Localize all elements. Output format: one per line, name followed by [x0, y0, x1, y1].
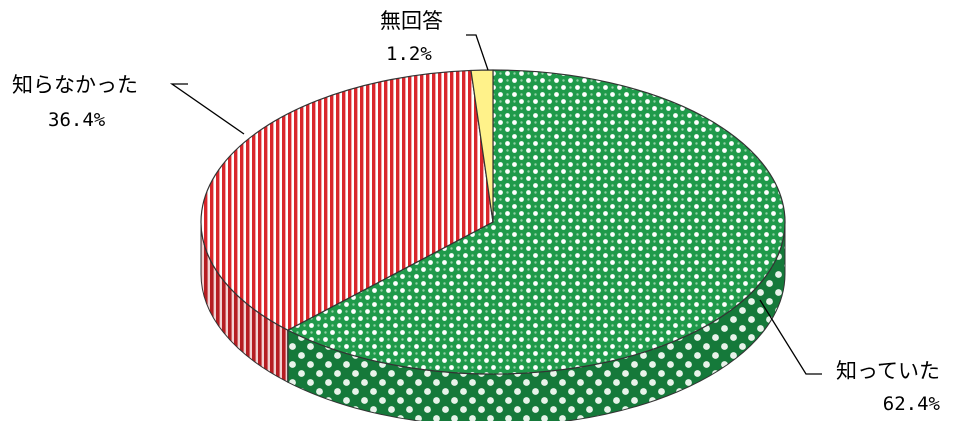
leader-line-knew: [759, 299, 822, 375]
slice-label-no-answer: 無回答: [380, 9, 443, 33]
pie-tops: [200, 69, 786, 375]
slice-value-knew: 62.4%: [883, 393, 941, 415]
pie-slice-no-answer: [470, 69, 494, 223]
slice-value-no-answer: 1.2%: [386, 43, 432, 65]
pie-slice-knew: [287, 69, 786, 375]
slice-label-knew: 知っていた: [836, 359, 940, 383]
leader-lines: [169, 34, 822, 375]
leader-line-no-answer: [466, 34, 489, 71]
leader-line-did-not-know: [169, 83, 245, 135]
slice-label-did-not-know: 知らなかった: [12, 73, 138, 97]
slice-value-did-not-know: 36.4%: [48, 109, 106, 131]
slice-labels: 知っていた 62.4% 知らなかった 36.4% 無回答 1.2%: [12, 9, 941, 415]
pie-slice-did-not-know: [200, 69, 494, 331]
